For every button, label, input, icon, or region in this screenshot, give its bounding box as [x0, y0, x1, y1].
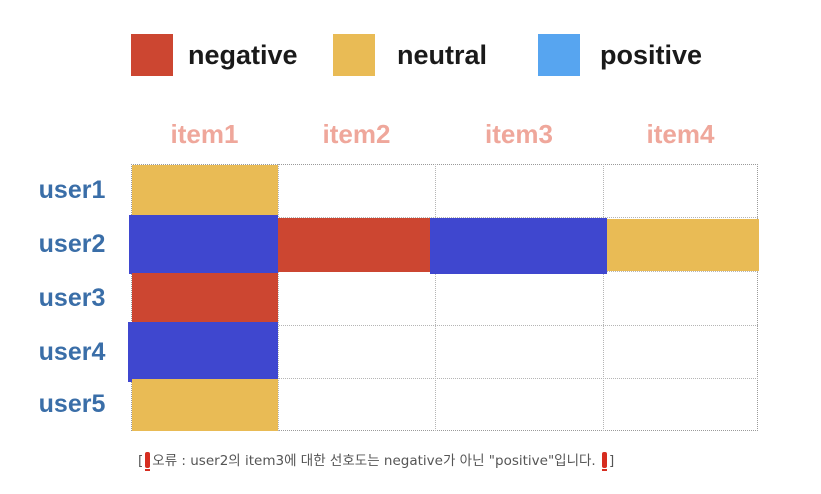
row-header-user4: user4 — [38, 338, 106, 366]
column-header-item3: item3 — [485, 119, 553, 149]
cell-user2-item1 — [129, 215, 278, 274]
legend-label-neutral: neutral — [397, 40, 488, 70]
grid-line — [131, 217, 758, 218]
legend-label-negative: negative — [188, 40, 298, 70]
grid-line — [603, 164, 604, 431]
legend-swatch-positive — [538, 34, 580, 76]
caption-open-bracket: [ — [138, 453, 144, 469]
cell-user2-item2 — [277, 218, 432, 272]
legend-label-positive: positive — [600, 40, 703, 70]
column-header-item1: item1 — [170, 119, 239, 149]
cell-user2-item3 — [430, 218, 607, 274]
cell-user3-item1 — [132, 273, 278, 325]
exclamation-icon — [602, 452, 608, 471]
column-header-item2: item2 — [322, 119, 391, 149]
row-header-user1: user1 — [38, 176, 106, 204]
row-header-user5: user5 — [38, 390, 106, 418]
legend-swatch-neutral — [333, 34, 375, 76]
grid-line — [435, 164, 436, 431]
legend-swatch-negative — [131, 34, 173, 76]
cell-user1-item1 — [132, 165, 278, 217]
exclamation-icon — [145, 452, 151, 471]
grid-line — [278, 164, 279, 431]
row-header-user3: user3 — [38, 284, 106, 312]
caption-close-bracket: ] — [609, 453, 615, 469]
grid-line — [131, 378, 758, 379]
cell-user5-item1 — [132, 379, 278, 431]
grid-line — [131, 325, 758, 326]
cell-user4-item1 — [128, 322, 278, 382]
column-header-item4: item4 — [646, 119, 715, 149]
grid-frame — [131, 164, 758, 431]
cell-user2-item4 — [607, 219, 759, 271]
caption-text: 오류 : user2의 item3에 대한 선호도는 negative가 아닌 … — [152, 453, 596, 469]
row-header-user2: user2 — [38, 230, 106, 258]
error-caption: [ 오류 : user2의 item3에 대한 선호도는 negative가 아닌… — [138, 451, 614, 471]
